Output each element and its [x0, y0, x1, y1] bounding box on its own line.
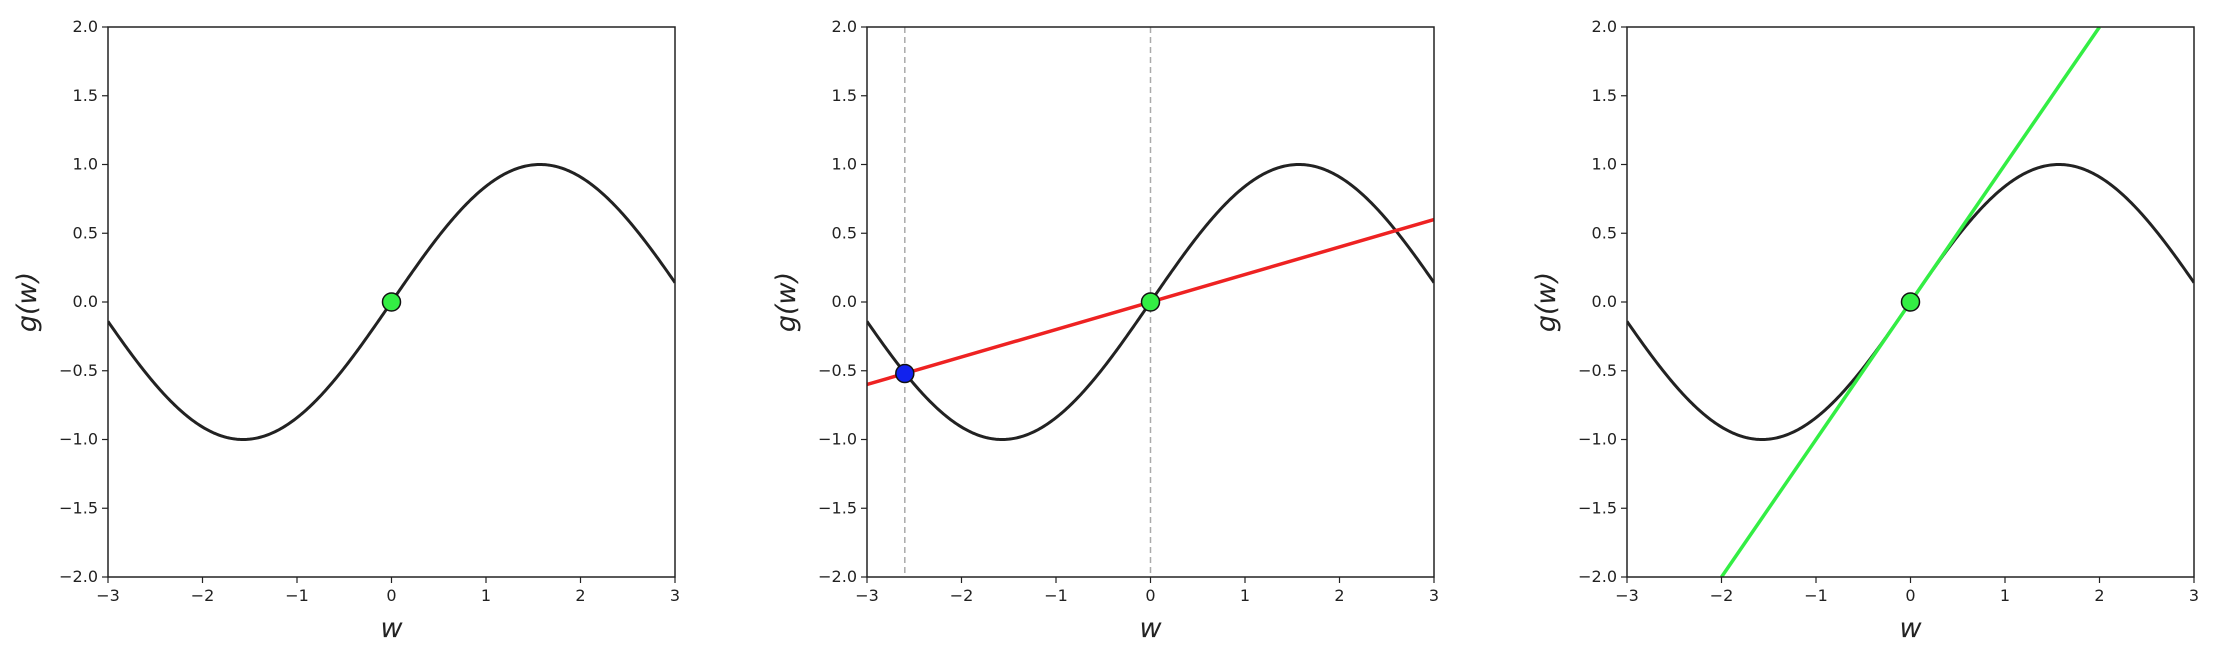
- x-tick-label: −2: [950, 586, 974, 605]
- x-axis-label: w: [1139, 613, 1162, 644]
- y-tick-label: −1.0: [818, 430, 857, 449]
- plot-area: [108, 162, 675, 442]
- y-tick-label: 0.0: [832, 292, 857, 311]
- data-point: [381, 292, 402, 312]
- y-tick-label: 2.0: [73, 17, 98, 36]
- y-tick-label: 0.5: [1592, 223, 1617, 242]
- x-tick-label: 3: [1429, 586, 1439, 605]
- x-axis-label: w: [1899, 613, 1922, 644]
- y-tick-label: −0.5: [818, 361, 857, 380]
- y-tick-label: −2.0: [59, 567, 98, 586]
- y-tick-label: 0.5: [73, 223, 98, 242]
- y-tick-label: −1.5: [1578, 498, 1617, 517]
- x-tick-label: −1: [1804, 586, 1828, 605]
- x-tick-label: −2: [191, 586, 215, 605]
- y-tick-label: −0.5: [1578, 361, 1617, 380]
- chart-panel-3: −3 −2 −1 0 1 2 3 −2.0 −1.5 −1.0 −0.5 0.0 0.5 1.0 1.5 2.…: [1531, 17, 2199, 644]
- y-tick-label: −1.0: [59, 430, 98, 449]
- x-tick-label: 0: [1145, 586, 1155, 605]
- x-tick-label: −1: [285, 586, 309, 605]
- chart-panel-2: −3 −2 −1 0 1 2 3 −2.0 −1.5 −1.0 −0.5 0.0 0.5 1.0 1.5 2.…: [771, 17, 1439, 644]
- x-tick-label: 3: [670, 586, 680, 605]
- y-tick-label: 1.0: [73, 155, 98, 174]
- y-tick-label: 1.5: [1592, 86, 1617, 105]
- y-tick-label: −1.0: [1578, 430, 1617, 449]
- y-tick-label: 0.0: [1592, 292, 1617, 311]
- y-tick-label: 1.5: [73, 86, 98, 105]
- x-axis-label: w: [380, 613, 403, 644]
- y-tick-label: −2.0: [1578, 567, 1617, 586]
- x-tick-label: 1: [2000, 586, 2010, 605]
- x-tick-label: 2: [2094, 586, 2104, 605]
- data-point: [1140, 292, 1161, 312]
- y-tick-label: −1.5: [818, 498, 857, 517]
- plot-area: [1627, 27, 2194, 577]
- x-tick-label: −1: [1044, 586, 1068, 605]
- x-tick-label: 1: [481, 586, 491, 605]
- y-tick-label: 1.5: [832, 86, 857, 105]
- y-tick-label: −1.5: [59, 498, 98, 517]
- chart-panel-1: −3 −2 −1 0 1 2 3 −2.0 −1.5 −1.0 −0.5 0.0 0.5 1.0 1.5 2.…: [12, 17, 680, 644]
- y-tick-label: −0.5: [59, 361, 98, 380]
- y-tick-label: −2.0: [818, 567, 857, 586]
- x-tick-label: 0: [1905, 586, 1915, 605]
- x-tick-label: −3: [1615, 586, 1639, 605]
- y-tick-label: 0.0: [73, 292, 98, 311]
- y-tick-label: 2.0: [832, 17, 857, 36]
- x-tick-label: 1: [1240, 586, 1250, 605]
- x-tick-label: 0: [386, 586, 396, 605]
- x-tick-label: −3: [855, 586, 879, 605]
- x-tick-label: 2: [575, 586, 585, 605]
- y-tick-label: 2.0: [1592, 17, 1617, 36]
- data-point: [895, 363, 915, 384]
- x-tick-label: 3: [2189, 586, 2199, 605]
- y-tick-label: 1.0: [832, 155, 857, 174]
- y-tick-label: 1.0: [1592, 155, 1617, 174]
- y-tick-label: 0.5: [832, 223, 857, 242]
- data-point: [1900, 292, 1921, 312]
- y-axis-label: g(w): [12, 272, 43, 332]
- x-tick-label: −2: [1710, 586, 1734, 605]
- y-axis-label: g(w): [771, 272, 802, 332]
- y-axis-label: g(w): [1531, 272, 1562, 332]
- plot-area: [867, 27, 1434, 577]
- x-tick-label: 2: [1334, 586, 1344, 605]
- x-tick-label: −3: [96, 586, 120, 605]
